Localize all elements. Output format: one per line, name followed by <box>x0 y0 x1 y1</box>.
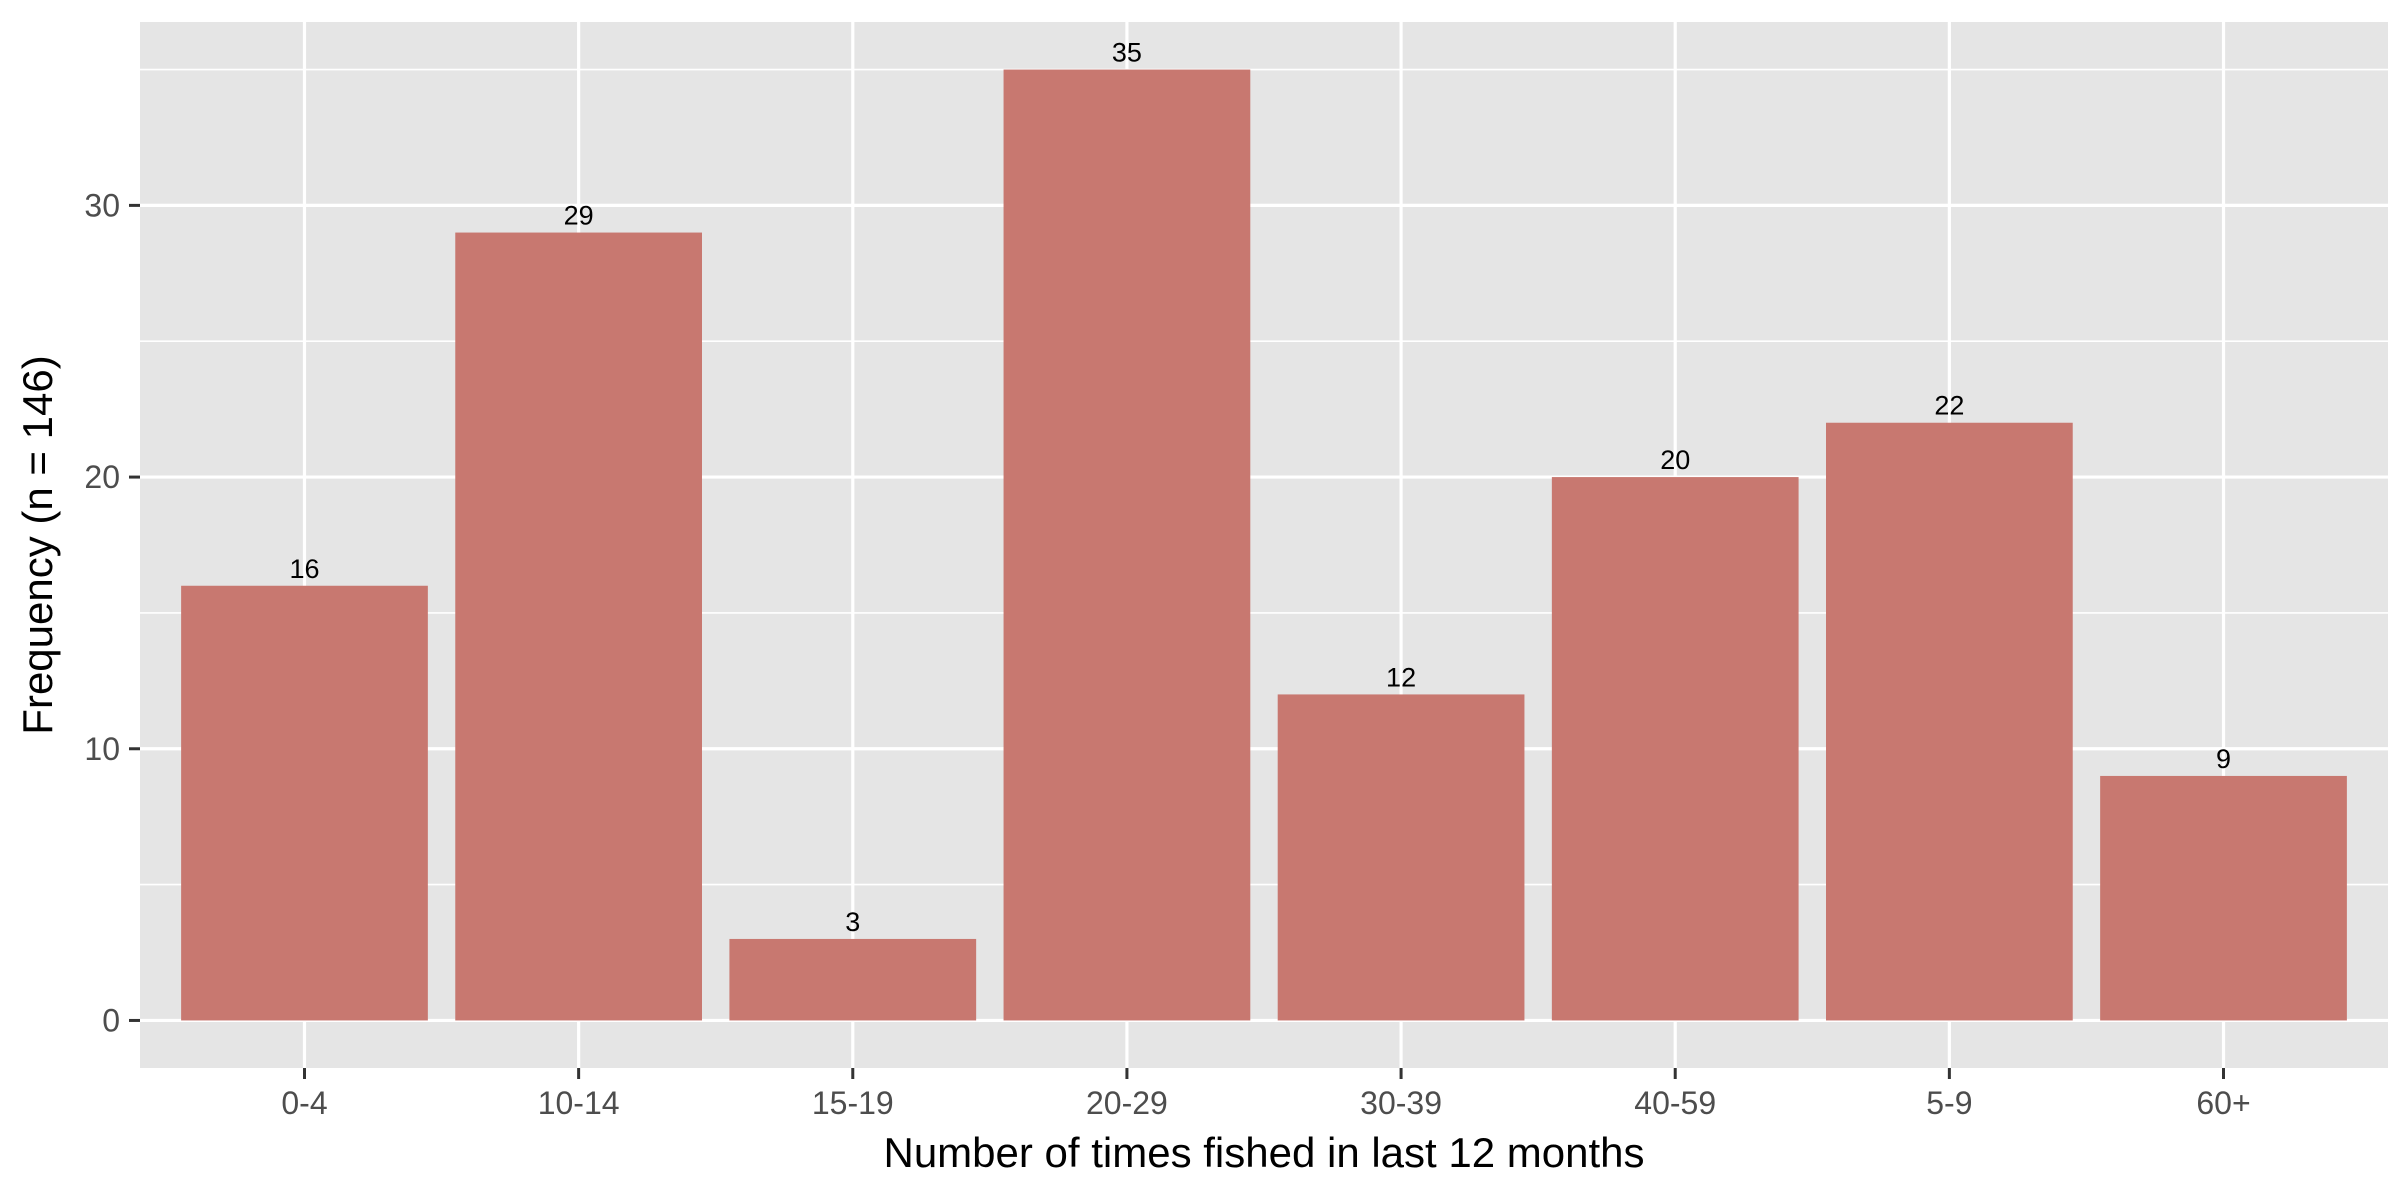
x-tick-label: 30-39 <box>1360 1085 1442 1121</box>
y-axis: 0 10 20 30 <box>84 187 140 1038</box>
bars <box>181 69 2347 1021</box>
bar-40-59 <box>1551 477 1799 1021</box>
x-tick-label: 20-29 <box>1086 1085 1168 1121</box>
y-tick-label: 20 <box>84 459 120 495</box>
y-tick-label: 10 <box>84 731 120 767</box>
bar-5-9 <box>1826 422 2073 1021</box>
data-label-5-9: 22 <box>1934 391 1964 421</box>
data-label-10-14: 29 <box>564 201 594 231</box>
bar-30-39 <box>1277 694 1525 1021</box>
bar-15-19 <box>729 938 977 1021</box>
x-tick-label: 60+ <box>2196 1085 2250 1121</box>
data-label-30-39: 12 <box>1386 662 1416 692</box>
data-label-15-19: 3 <box>845 907 860 937</box>
x-tick-label: 40-59 <box>1634 1085 1716 1121</box>
x-tick-label: 5-9 <box>1926 1085 1972 1121</box>
x-axis: 0-4 10-14 15-19 20-29 30-39 40-59 5-9 60+ <box>281 1068 2251 1121</box>
bar-10-14 <box>455 232 702 1021</box>
data-label-60+: 9 <box>2216 744 2231 774</box>
y-tick-label: 0 <box>102 1002 120 1038</box>
x-tick-label: 15-19 <box>812 1085 894 1121</box>
bar-labels: 16 29 3 35 12 20 22 9 <box>289 38 2231 937</box>
data-label-20-29: 35 <box>1112 38 1142 68</box>
x-tick-label: 10-14 <box>538 1085 620 1121</box>
x-axis-title: Number of times fished in last 12 months <box>883 1129 1644 1176</box>
y-tick-label: 30 <box>84 187 120 223</box>
bar-0-4 <box>181 585 428 1021</box>
data-label-0-4: 16 <box>289 554 319 584</box>
x-tick-label: 0-4 <box>281 1085 327 1121</box>
data-label-40-59: 20 <box>1660 445 1690 475</box>
y-axis-title: Frequency (n = 146) <box>14 355 61 734</box>
bar-60+ <box>2100 775 2347 1021</box>
bar-20-29 <box>1003 69 1251 1021</box>
